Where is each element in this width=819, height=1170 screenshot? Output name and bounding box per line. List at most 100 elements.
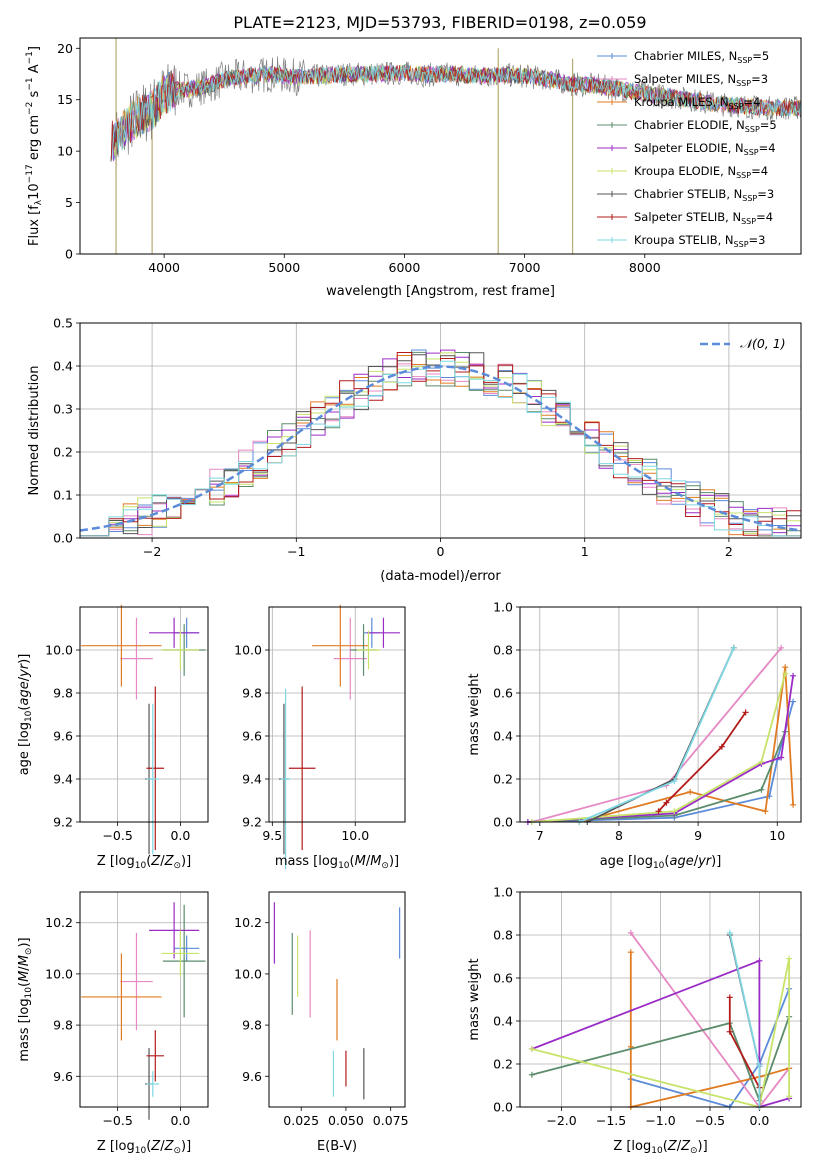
label-part: 10 xyxy=(338,861,350,871)
y-tick-label: 9.2 xyxy=(242,815,262,830)
x-tick-label: 4000 xyxy=(148,260,180,275)
x-tick-label: 2 xyxy=(725,544,733,559)
x-tick-label: 0 xyxy=(437,544,445,559)
x-tick-label: 0.0 xyxy=(170,828,190,843)
label-part: / xyxy=(17,966,32,971)
legend-sub: SSP xyxy=(729,102,744,111)
label-part: Flux [f xyxy=(27,205,42,246)
y-tick-label: 9.4 xyxy=(242,772,262,787)
legend-entry: Kroupa STELIB, NSSP=3 xyxy=(634,233,765,249)
label-part: 10 xyxy=(24,710,34,722)
model-fit-line xyxy=(110,65,802,162)
y-tick-label: 5 xyxy=(65,195,73,210)
residual-histogram xyxy=(80,360,801,537)
label-part: A xyxy=(27,64,42,77)
label-part: −1 xyxy=(25,77,35,90)
x-tick-label: −1.5 xyxy=(596,1113,626,1128)
x-tick-label: −2.0 xyxy=(546,1113,576,1128)
label-part: s xyxy=(27,90,42,101)
x-tick-label: 6000 xyxy=(389,260,421,275)
legend-text: Chabrier STELIB, N xyxy=(634,187,742,201)
mass_vs_ebv-frame xyxy=(268,891,406,1108)
y-tick-label: 9.6 xyxy=(242,729,262,744)
legend-sub: SSP xyxy=(742,194,757,203)
figure-title: PLATE=2123, MJD=53793, FIBERID=0198, z=0… xyxy=(233,13,646,32)
weight_vs_age-xlabel: age [log10(age/yr)] xyxy=(600,854,722,871)
y-tick-label: 10.2 xyxy=(234,915,262,930)
legend-tail: =4 xyxy=(759,141,776,155)
y-tick-label: 9.6 xyxy=(53,729,73,744)
y-tick-label: 0.4 xyxy=(53,359,73,374)
legend-tail: =5 xyxy=(760,118,777,132)
label-part: −2 xyxy=(25,102,35,115)
label-part: E(B-V) xyxy=(317,1139,357,1154)
y-tick-label: 0.2 xyxy=(493,1057,513,1072)
label-part: (data-model)/error xyxy=(380,569,501,584)
y-tick-label: 10.0 xyxy=(234,966,262,981)
legend-tail: =3 xyxy=(749,233,766,247)
y-tick-label: 9.6 xyxy=(53,1069,73,1084)
y-tick-label: 10.0 xyxy=(45,966,73,981)
age_vs_mass-frame xyxy=(268,606,406,823)
label-part: / xyxy=(160,854,165,869)
label-part: ] xyxy=(27,46,42,51)
label-part: ⊙ xyxy=(690,1146,698,1156)
age_vs_Z-xlabel: Z [log10(Z/Z⊙)] xyxy=(97,854,191,871)
label-part: / xyxy=(17,676,32,681)
legend-text: Kroupa MILES, N xyxy=(634,95,729,109)
label-part: Z [log xyxy=(97,1139,135,1154)
legend-sub: SSP xyxy=(736,79,751,88)
legend-tail: =4 xyxy=(744,95,761,109)
x-tick-label: 8 xyxy=(615,828,623,843)
label-part: erg cm xyxy=(27,115,42,164)
legend-sub: SSP xyxy=(741,217,756,226)
label-part: )] xyxy=(17,937,32,947)
legend-sub: SSP xyxy=(737,56,752,65)
label-part: mass weight xyxy=(467,958,482,1040)
residuals-ylabel: Normed distribution xyxy=(27,366,42,496)
label-part: )] xyxy=(181,854,191,869)
legend-tail: =3 xyxy=(757,187,774,201)
legend-tail: =5 xyxy=(752,49,769,63)
label-part: ( xyxy=(17,706,32,711)
weight-line xyxy=(531,958,790,1109)
y-tick-label: 0.8 xyxy=(493,928,513,943)
label-part: )] xyxy=(711,854,721,869)
y-tick-label: 9.4 xyxy=(53,772,73,787)
label-part: 10 xyxy=(27,183,42,200)
y-tick-label: 0.8 xyxy=(493,643,513,658)
x-tick-label: 9.5 xyxy=(262,828,282,843)
label-part: wavelength [Angstrom, rest frame] xyxy=(326,284,555,299)
mass_vs_ebv-xlabel: E(B-V) xyxy=(317,1139,357,1154)
spectrum-xlabel: wavelength [Angstrom, rest frame] xyxy=(326,284,555,299)
legend-sub: SSP xyxy=(744,148,759,157)
label-part: yr xyxy=(17,662,32,678)
x-tick-label: 0.075 xyxy=(373,1113,409,1128)
weight-line xyxy=(531,1016,790,1104)
label-part: )] xyxy=(181,1139,191,1154)
x-tick-label: −0.5 xyxy=(102,1113,132,1128)
label-part: ( xyxy=(17,982,32,987)
y-tick-label: 9.8 xyxy=(242,1018,262,1033)
legend-text: Kroupa STELIB, N xyxy=(634,233,734,247)
label-part: ⊙ xyxy=(24,948,34,956)
x-tick-label: 5000 xyxy=(268,260,300,275)
residuals-axes: −2 −1 0 1 2 0.0 0.1 0.2 0.3 0.4 0.5 xyxy=(53,316,802,559)
legend-sub: SSP xyxy=(734,240,749,249)
x-tick-label: 0.025 xyxy=(283,1113,319,1128)
y-tick-label: 0.3 xyxy=(53,402,73,417)
legend-text: Salpeter ELODIE, N xyxy=(634,141,744,155)
label-part: 10 xyxy=(135,861,147,871)
label-part: )] xyxy=(389,854,399,869)
y-tick-label: 0.6 xyxy=(493,971,513,986)
label-part: Z xyxy=(680,1139,691,1154)
legend-tail: =4 xyxy=(751,164,768,178)
label-part: ⊙ xyxy=(173,861,181,871)
y-tick-label: 9.8 xyxy=(53,1018,73,1033)
legend-tail: =4 xyxy=(756,210,773,224)
label-part: yr xyxy=(697,854,713,869)
legend-text: Salpeter MILES, N xyxy=(634,72,736,86)
y-tick-label: 0.2 xyxy=(493,772,513,787)
label-part: Z xyxy=(164,854,175,869)
